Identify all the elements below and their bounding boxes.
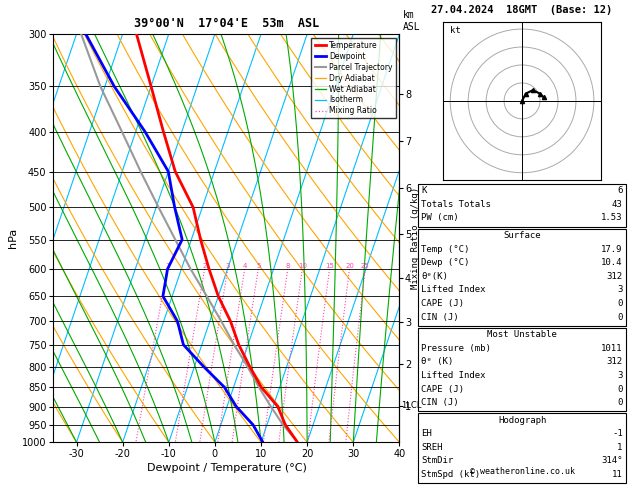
Text: Hodograph: Hodograph bbox=[498, 416, 546, 425]
Text: 4: 4 bbox=[243, 263, 247, 269]
Text: 2: 2 bbox=[203, 263, 207, 269]
Text: EH: EH bbox=[421, 429, 432, 438]
Text: 39°00'N  17°04'E  53m  ASL: 39°00'N 17°04'E 53m ASL bbox=[134, 17, 319, 30]
Text: km
ASL: km ASL bbox=[403, 10, 420, 32]
Text: CIN (J): CIN (J) bbox=[421, 312, 459, 322]
Text: Pressure (mb): Pressure (mb) bbox=[421, 344, 491, 353]
Text: StmDir: StmDir bbox=[421, 456, 454, 466]
Text: SREH: SREH bbox=[421, 443, 443, 452]
Text: Lifted Index: Lifted Index bbox=[421, 285, 486, 295]
Text: CAPE (J): CAPE (J) bbox=[421, 299, 464, 308]
Text: K: K bbox=[421, 186, 427, 195]
Text: 6: 6 bbox=[617, 186, 623, 195]
Text: 0: 0 bbox=[617, 384, 623, 394]
Text: 314°: 314° bbox=[601, 456, 623, 466]
Text: Temp (°C): Temp (°C) bbox=[421, 244, 470, 254]
Text: 1: 1 bbox=[617, 443, 623, 452]
Text: 5: 5 bbox=[256, 263, 260, 269]
Text: Most Unstable: Most Unstable bbox=[487, 330, 557, 339]
Text: StmSpd (kt): StmSpd (kt) bbox=[421, 470, 481, 479]
Text: Totals Totals: Totals Totals bbox=[421, 200, 491, 209]
Text: 312: 312 bbox=[606, 357, 623, 366]
Text: 3: 3 bbox=[617, 371, 623, 380]
Text: 8: 8 bbox=[286, 263, 290, 269]
Text: kt: kt bbox=[450, 26, 461, 35]
Text: Mixing Ratio (g/kg): Mixing Ratio (g/kg) bbox=[411, 187, 420, 289]
Text: θᵉ (K): θᵉ (K) bbox=[421, 357, 454, 366]
Text: 17.9: 17.9 bbox=[601, 244, 623, 254]
Text: 25: 25 bbox=[361, 263, 370, 269]
Text: Dewp (°C): Dewp (°C) bbox=[421, 258, 470, 267]
Text: Surface: Surface bbox=[503, 231, 541, 240]
Text: PW (cm): PW (cm) bbox=[421, 213, 459, 223]
Text: 3: 3 bbox=[225, 263, 230, 269]
Legend: Temperature, Dewpoint, Parcel Trajectory, Dry Adiabat, Wet Adiabat, Isotherm, Mi: Temperature, Dewpoint, Parcel Trajectory… bbox=[311, 38, 396, 119]
Text: 312: 312 bbox=[606, 272, 623, 281]
Text: 0: 0 bbox=[617, 398, 623, 407]
Text: 10.4: 10.4 bbox=[601, 258, 623, 267]
Text: 11: 11 bbox=[612, 470, 623, 479]
Text: 27.04.2024  18GMT  (Base: 12): 27.04.2024 18GMT (Base: 12) bbox=[431, 4, 613, 15]
Text: 15: 15 bbox=[325, 263, 334, 269]
Text: CAPE (J): CAPE (J) bbox=[421, 384, 464, 394]
Text: 20: 20 bbox=[345, 263, 354, 269]
Text: 0: 0 bbox=[617, 312, 623, 322]
Text: θᵉ(K): θᵉ(K) bbox=[421, 272, 448, 281]
Text: 1.53: 1.53 bbox=[601, 213, 623, 223]
Text: 3: 3 bbox=[617, 285, 623, 295]
Text: 0: 0 bbox=[617, 299, 623, 308]
X-axis label: Dewpoint / Temperature (°C): Dewpoint / Temperature (°C) bbox=[147, 463, 306, 473]
Text: 1011: 1011 bbox=[601, 344, 623, 353]
Text: -1: -1 bbox=[612, 429, 623, 438]
Text: CIN (J): CIN (J) bbox=[421, 398, 459, 407]
Text: 10: 10 bbox=[298, 263, 307, 269]
Text: 43: 43 bbox=[612, 200, 623, 209]
Text: © weatheronline.co.uk: © weatheronline.co.uk bbox=[470, 467, 574, 476]
Text: 1LCL: 1LCL bbox=[401, 401, 421, 410]
Y-axis label: hPa: hPa bbox=[8, 228, 18, 248]
Text: Lifted Index: Lifted Index bbox=[421, 371, 486, 380]
Text: 1: 1 bbox=[165, 263, 170, 269]
